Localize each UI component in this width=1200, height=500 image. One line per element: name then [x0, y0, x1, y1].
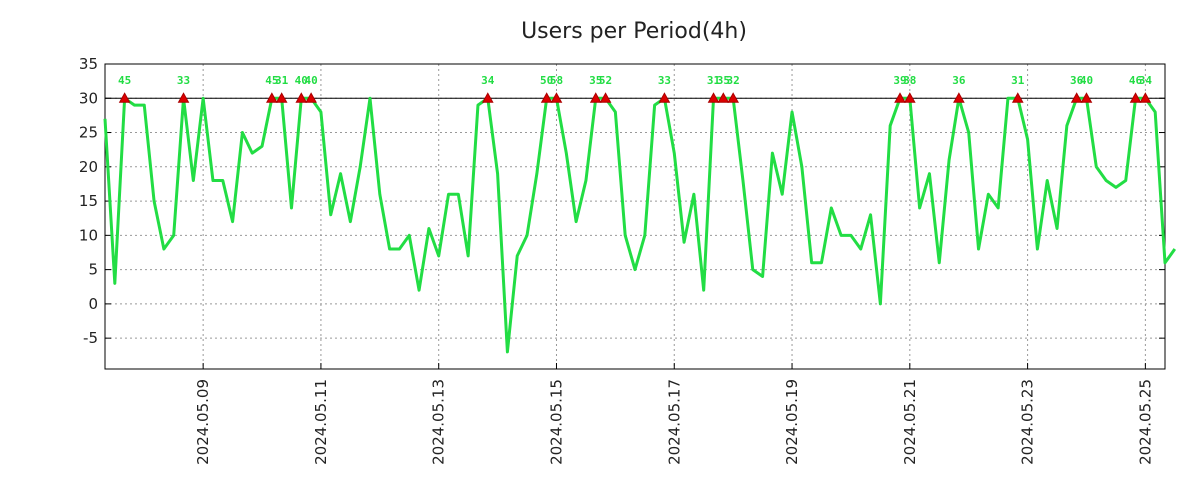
peak-marker: [953, 92, 965, 103]
users-series-line: [103, 96, 1177, 354]
peak-marker: [540, 92, 553, 103]
peak-marker: [658, 92, 671, 103]
y-tick-label: -5: [83, 329, 98, 347]
y-tick-label: 35: [79, 55, 98, 73]
peak-marker: [1070, 92, 1083, 103]
peak-label: 35: [717, 74, 730, 87]
peak-label: 45: [118, 74, 131, 87]
peak-label: 36: [952, 74, 966, 87]
peak-label: 38: [903, 74, 916, 87]
chart-title: Users per Period(4h): [521, 19, 747, 44]
plot-frame: [104, 63, 1166, 370]
peak-label: 31: [275, 74, 289, 87]
peak-marker: [295, 92, 308, 103]
x-tick-label: 2024.05.13: [430, 379, 448, 465]
peak-label: 33: [177, 74, 190, 87]
y-tick-label: 25: [79, 124, 98, 142]
peak-marker: [1129, 92, 1142, 103]
peak-label: 31: [707, 74, 721, 87]
y-tick-label: 5: [88, 261, 98, 279]
grid-lines: [105, 64, 1165, 369]
y-tick-label: 10: [79, 226, 98, 244]
peak-label: 50: [540, 74, 553, 87]
peak-marker: [550, 92, 563, 103]
y-tick-label: 0: [88, 295, 98, 313]
peak-label: 40: [295, 74, 308, 87]
x-tick-label: 2024.05.11: [312, 379, 330, 465]
peak-label: 39: [893, 74, 906, 87]
x-tick-label: 2024.05.25: [1136, 379, 1154, 465]
peak-marker: [717, 92, 730, 103]
peak-label: 32: [727, 74, 740, 87]
peak-label: 45: [265, 74, 278, 87]
peak-marker: [727, 92, 739, 103]
peak-label: 34: [1139, 74, 1153, 87]
peak-marker: [589, 92, 602, 103]
peak-label: 36: [1070, 74, 1084, 87]
peak-marker: [266, 92, 278, 103]
peak-label: 40: [304, 74, 317, 87]
peak-marker: [894, 92, 906, 103]
peak-label: 40: [1080, 74, 1093, 87]
x-tick-label: 2024.05.23: [1019, 379, 1037, 465]
peak-marker: [275, 92, 288, 103]
peak-marker: [903, 92, 916, 103]
peak-label: 35: [589, 74, 602, 87]
peak-marker: [1080, 92, 1093, 103]
x-tick-label: 2024.05.19: [783, 379, 801, 465]
x-tick-label: 2024.05.21: [901, 379, 919, 465]
peak-label: 33: [658, 74, 671, 87]
x-tick-label: 2024.05.09: [194, 379, 212, 465]
y-tick-label: 30: [79, 89, 98, 107]
peak-marker: [707, 92, 720, 103]
peak-marker: [1139, 92, 1152, 103]
x-tick-label: 2024.05.17: [665, 379, 683, 465]
peak-marker: [305, 92, 317, 103]
y-tick-label: 20: [79, 158, 98, 176]
x-tick-label: 2024.05.15: [547, 379, 565, 465]
peak-marker: [1011, 92, 1024, 103]
peak-label: 34: [481, 74, 495, 87]
peak-label: 46: [1129, 74, 1143, 87]
y-tick-label: 15: [79, 192, 98, 210]
peak-marker: [118, 92, 131, 103]
peak-label: 31: [1011, 74, 1025, 87]
peak-marker: [177, 92, 190, 103]
x-axis: 2024.05.09 2024.05.11 2024.05.13 2024.05.15…: [194, 363, 1154, 465]
peak-label: 58: [550, 74, 563, 87]
peak-label: 52: [599, 74, 612, 87]
peak-marker: [599, 92, 612, 103]
peak-marker: [481, 92, 494, 103]
